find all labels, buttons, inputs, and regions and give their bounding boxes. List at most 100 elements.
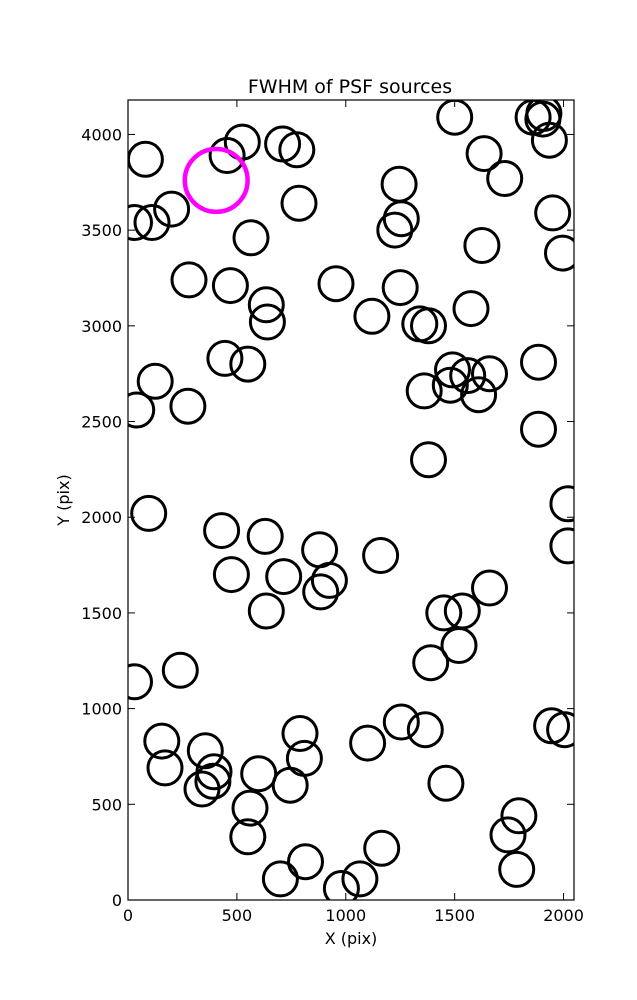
psf-source-marker (248, 303, 286, 341)
psf-source-marker (546, 711, 574, 749)
psf-source-marker (431, 366, 469, 404)
y-tick-label: 0 (112, 891, 122, 910)
psf-source-marker (341, 860, 379, 898)
psf-source-marker (232, 219, 270, 257)
psf-source-marker (183, 770, 221, 808)
psf-source-marker (381, 269, 419, 307)
x-tick-label: 1000 (325, 906, 366, 925)
psf-source-marker (363, 829, 401, 867)
psf-source-marker (170, 261, 208, 299)
y-tick-label: 3000 (81, 317, 122, 336)
y-tick-label: 2000 (81, 508, 122, 527)
psf-source-marker (265, 558, 303, 596)
psf-source-marker (130, 494, 168, 532)
psf-source-marker (443, 592, 481, 630)
y-tick-label: 1000 (81, 700, 122, 719)
psf-source-marker (489, 816, 527, 854)
psf-source-marker (229, 345, 267, 383)
psf-source-marker (362, 537, 400, 574)
psf-source-marker (143, 722, 181, 760)
psf-source-marker (223, 123, 261, 161)
psf-source-marker (549, 527, 574, 565)
psf-source-marker (520, 343, 557, 381)
psf-source-marker (161, 651, 199, 689)
psf-source-marker (471, 569, 508, 607)
psf-source-marker (382, 703, 420, 741)
psf-source-marker (412, 644, 450, 682)
psf-source-marker (382, 200, 420, 238)
psf-source-marker (349, 724, 387, 762)
psf-source-marker (128, 663, 153, 701)
x-tick-label: 500 (222, 906, 253, 925)
psf-source-marker (281, 715, 319, 752)
psf-source-marker (229, 818, 267, 856)
psf-source-marker (261, 860, 299, 898)
psf-source-marker (203, 512, 241, 550)
y-axis-ticks: 0 500 1000 1500 2000 2500 3000 3500 4000 (81, 125, 574, 910)
y-axis-label: Y (pix) (54, 474, 73, 526)
y-tick-label: 2500 (81, 413, 122, 432)
y-tick-label: 1500 (81, 604, 122, 623)
psf-source-marker (246, 517, 284, 555)
psf-source-marker (247, 592, 285, 630)
psf-source-marker (427, 764, 465, 802)
psf-source-marker (186, 732, 224, 770)
psf-source-marker (194, 762, 232, 800)
highlight-marker (182, 146, 250, 215)
y-tick-label: 4000 (81, 125, 122, 144)
psf-source-marker (280, 184, 318, 222)
psf-source-marker (406, 711, 444, 749)
scatter-points (128, 100, 574, 900)
psf-source-marker (136, 362, 174, 400)
plot-frame (127, 99, 575, 901)
y-tick-label: 3500 (81, 221, 122, 240)
x-axis-label: X (pix) (325, 929, 378, 948)
psf-source-marker (549, 485, 574, 523)
y-tick-label: 500 (91, 795, 122, 814)
psf-source-marker (440, 627, 478, 664)
psf-source-marker (471, 355, 508, 393)
psf-source-marker (128, 140, 164, 178)
psf-source-marker (285, 739, 323, 777)
psf-source-marker (317, 265, 355, 303)
psf-source-marker (287, 843, 324, 881)
psf-source-marker (211, 267, 249, 305)
psf-source-marker (169, 387, 207, 425)
psf-source-marker (322, 870, 360, 900)
psf-source-marker (425, 594, 463, 632)
psf-source-marker (212, 556, 250, 594)
psf-source-marker (452, 290, 490, 328)
x-tick-label: 1500 (434, 906, 475, 925)
psf-source-marker (278, 131, 316, 169)
psf-source-marker (231, 789, 269, 827)
psf-source-marker (128, 391, 156, 429)
psf-source-marker (146, 749, 184, 787)
psf-source-marker (524, 100, 562, 138)
psf-source-marker (208, 137, 246, 174)
psf-source-marker (544, 234, 574, 272)
psf-source-marker (271, 766, 309, 804)
psf-source-marker (460, 376, 498, 414)
psf-source-marker (498, 850, 536, 888)
psf-source-marker (534, 194, 572, 232)
x-axis-ticks: 0 500 1000 1500 2000 (123, 100, 584, 925)
psf-source-marker (247, 286, 285, 324)
x-tick-label: 2000 (543, 906, 584, 925)
highlight-layer (182, 146, 250, 215)
psf-source-marker (376, 211, 414, 249)
psf-source-marker (486, 160, 524, 197)
psf-source-marker (380, 165, 418, 203)
psf-source-marker (434, 351, 471, 389)
psf-source-marker (153, 190, 191, 228)
psf-source-marker (410, 307, 447, 345)
psf-source-marker (449, 357, 487, 395)
psf-source-marker (410, 441, 447, 479)
psf-source-marker (133, 204, 171, 241)
psf-source-marker (302, 573, 340, 611)
psf-source-marker (520, 410, 557, 448)
psf-source-marker (530, 121, 568, 159)
psf-source-marker (301, 531, 339, 569)
psf-source-marker (465, 135, 503, 173)
psf-source-marker (405, 372, 443, 410)
